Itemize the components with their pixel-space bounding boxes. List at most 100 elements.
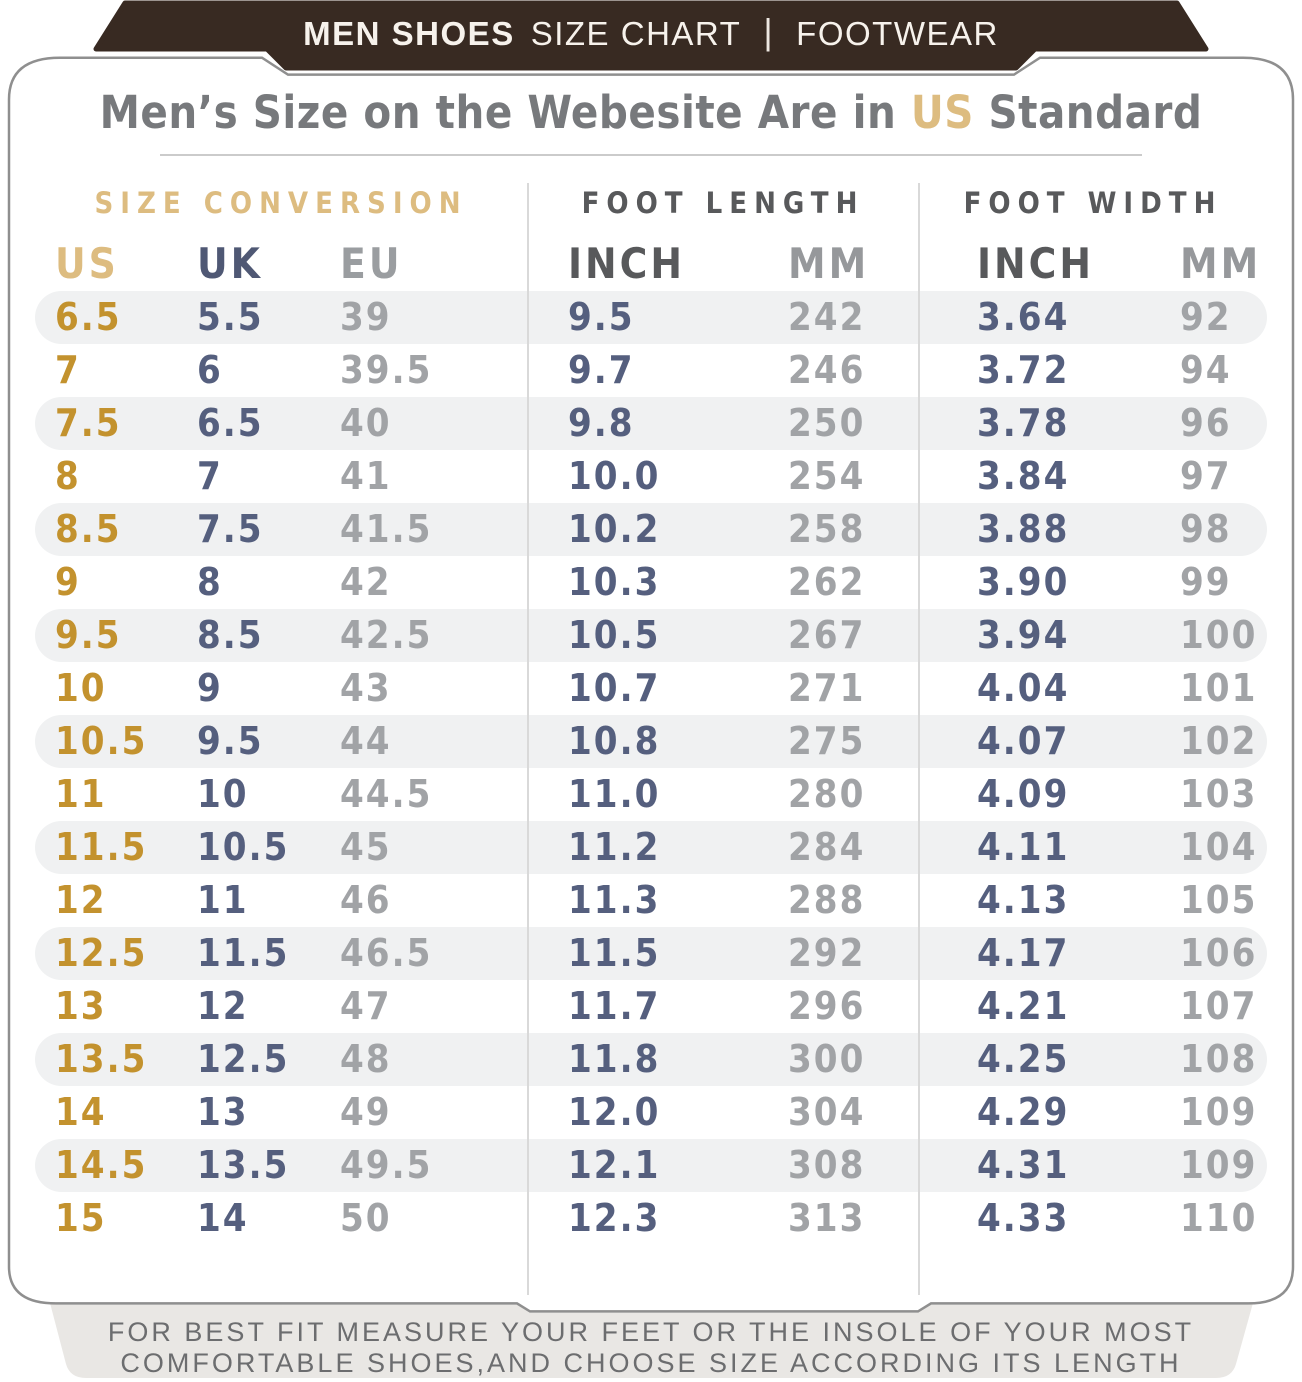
cell-uk: 13 [197, 1090, 249, 1134]
banner-right-label: FOOTWEAR [796, 15, 999, 52]
cell-uk: 8 [197, 560, 223, 604]
table-row: 14.5 13.5 49.5 12.1 308 4.31 109 [35, 1139, 1267, 1192]
cell-length-inch: 12.0 [568, 1090, 661, 1134]
cell-eu: 48 [340, 1037, 392, 1081]
table-row: 7 6 39.5 9.7 246 3.72 94 [35, 344, 1267, 397]
cell-width-mm: 103 [1180, 772, 1258, 816]
cell-length-inch: 10.8 [568, 719, 661, 763]
cell-length-mm: 250 [788, 401, 866, 445]
cell-length-mm: 308 [788, 1143, 866, 1187]
cell-us: 10.5 [55, 719, 148, 763]
cell-us: 13 [55, 984, 107, 1028]
cell-width-inch: 4.25 [977, 1037, 1070, 1081]
cell-uk: 10 [197, 772, 249, 816]
cell-width-mm: 105 [1180, 878, 1258, 922]
table-row: 12 11 46 11.3 288 4.13 105 [35, 874, 1267, 927]
table-row: 6.5 5.5 39 9.5 242 3.64 92 [35, 291, 1267, 344]
cell-width-mm: 109 [1180, 1090, 1258, 1134]
cell-width-mm: 101 [1180, 666, 1258, 710]
title-divider-line [160, 154, 1142, 156]
cell-us: 11 [55, 772, 107, 816]
cell-us: 14.5 [55, 1143, 148, 1187]
cell-uk: 9 [197, 666, 223, 710]
cell-width-inch: 3.90 [977, 560, 1070, 604]
column-header-width-inch: INCH [977, 239, 1095, 288]
title-highlight: US [910, 86, 974, 139]
banner-title-regular: SIZE CHART [530, 15, 742, 52]
cell-length-inch: 10.5 [568, 613, 661, 657]
title-suffix: Standard [973, 86, 1203, 139]
cell-length-mm: 300 [788, 1037, 866, 1081]
cell-eu: 46 [340, 878, 392, 922]
column-header-length-mm: MM [788, 239, 870, 288]
cell-eu: 50 [340, 1196, 392, 1240]
cell-width-inch: 4.29 [977, 1090, 1070, 1134]
cell-width-inch: 4.17 [977, 931, 1070, 975]
banner-divider: | [763, 11, 775, 52]
cell-uk: 10.5 [197, 825, 290, 869]
cell-length-mm: 258 [788, 507, 866, 551]
cell-uk: 5.5 [197, 295, 264, 339]
cell-width-inch: 3.64 [977, 295, 1070, 339]
cell-width-mm: 96 [1180, 401, 1232, 445]
cell-length-inch: 11.0 [568, 772, 661, 816]
cell-us: 15 [55, 1196, 107, 1240]
cell-width-mm: 106 [1180, 931, 1258, 975]
title-prefix: Men’s Size on the Webesite Are in [99, 86, 911, 139]
group-divider-2 [918, 183, 920, 1295]
cell-length-inch: 11.2 [568, 825, 661, 869]
cell-length-inch: 10.3 [568, 560, 661, 604]
cell-length-mm: 254 [788, 454, 866, 498]
cell-uk: 9.5 [197, 719, 264, 763]
cell-width-mm: 109 [1180, 1143, 1258, 1187]
cell-width-inch: 4.11 [977, 825, 1070, 869]
cell-length-mm: 267 [788, 613, 866, 657]
cell-us: 14 [55, 1090, 107, 1134]
table-row: 13 12 47 11.7 296 4.21 107 [35, 980, 1267, 1033]
group-divider-1 [527, 183, 529, 1295]
cell-width-mm: 102 [1180, 719, 1258, 763]
cell-eu: 41 [340, 454, 392, 498]
cell-uk: 6 [197, 348, 223, 392]
table-row: 15 14 50 12.3 313 4.33 110 [35, 1192, 1267, 1245]
cell-us: 11.5 [55, 825, 148, 869]
cell-length-mm: 280 [788, 772, 866, 816]
cell-eu: 41.5 [340, 507, 433, 551]
cell-length-mm: 284 [788, 825, 866, 869]
cell-eu: 44 [340, 719, 392, 763]
banner: MEN SHOES SIZE CHART | FOOTWEAR [0, 11, 1302, 57]
cell-us: 13.5 [55, 1037, 148, 1081]
cell-us: 12.5 [55, 931, 148, 975]
table-row: 14 13 49 12.0 304 4.29 109 [35, 1086, 1267, 1139]
cell-eu: 49.5 [340, 1143, 433, 1187]
column-header-uk: UK [197, 239, 263, 288]
table-row: 12.5 11.5 46.5 11.5 292 4.17 106 [35, 927, 1267, 980]
cell-length-mm: 246 [788, 348, 866, 392]
cell-length-mm: 271 [788, 666, 866, 710]
table-row: 13.5 12.5 48 11.8 300 4.25 108 [35, 1033, 1267, 1086]
column-header-width-mm: MM [1180, 239, 1262, 288]
cell-width-mm: 100 [1180, 613, 1258, 657]
table-row: 8 7 41 10.0 254 3.84 97 [35, 450, 1267, 503]
cell-length-mm: 275 [788, 719, 866, 763]
cell-length-inch: 11.7 [568, 984, 661, 1028]
size-table-rows: 6.5 5.5 39 9.5 242 3.64 92 7 6 39.5 9.7 246 3.72 94 7.… [35, 291, 1267, 1245]
cell-uk: 8.5 [197, 613, 264, 657]
cell-width-inch: 4.13 [977, 878, 1070, 922]
cell-uk: 13.5 [197, 1143, 290, 1187]
cell-length-mm: 292 [788, 931, 866, 975]
cell-width-mm: 107 [1180, 984, 1258, 1028]
footer-slab-shape [50, 1303, 1253, 1378]
cell-width-inch: 4.04 [977, 666, 1070, 710]
cell-length-inch: 9.8 [568, 401, 635, 445]
group-foot-length: FOOT LENGTH [581, 186, 865, 220]
footer-note-line1: FOR BEST FIT MEASURE YOUR FEET OR THE IN… [107, 1317, 1195, 1347]
group-foot-width: FOOT WIDTH [963, 186, 1223, 220]
cell-length-inch: 10.7 [568, 666, 661, 710]
cell-length-inch: 11.3 [568, 878, 661, 922]
cell-uk: 7 [197, 454, 223, 498]
column-header-eu: EU [340, 239, 403, 288]
cell-length-mm: 262 [788, 560, 866, 604]
cell-width-inch: 3.78 [977, 401, 1070, 445]
